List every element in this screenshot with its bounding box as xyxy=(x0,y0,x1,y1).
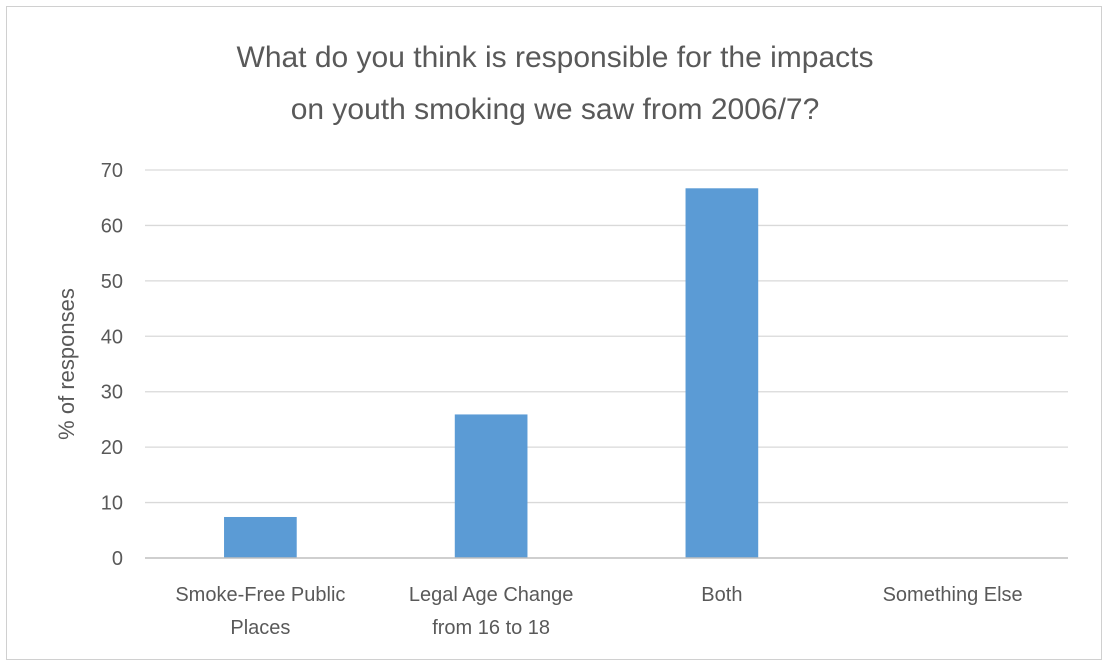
category-label: Both xyxy=(701,584,742,606)
y-tick-label: 0 xyxy=(112,548,123,570)
bar xyxy=(224,516,297,558)
category-label: Legal Age Change from 16 to 18 xyxy=(409,584,574,639)
chart-title-line-2: on youth smoking we saw from 2006/7? xyxy=(291,93,820,126)
category-labels: Smoke-Free Public Places Legal Age Change f… xyxy=(175,584,1022,639)
y-tick-label: 30 xyxy=(101,382,123,404)
category-label: Smoke-Free Public Places xyxy=(175,584,345,639)
category-label-line: Places xyxy=(230,617,290,639)
y-tick-label: 70 xyxy=(101,160,123,182)
chart-title: What do you think is responsible for the… xyxy=(237,41,874,126)
chart-frame xyxy=(6,6,1102,660)
bar xyxy=(685,188,759,558)
y-tick-label: 60 xyxy=(101,215,123,237)
category-label-line: Smoke-Free Public xyxy=(175,584,345,606)
category-label-line: Something Else xyxy=(883,584,1023,606)
category-label: Something Else xyxy=(883,584,1023,606)
category-label-line: from 16 to 18 xyxy=(432,617,550,639)
y-tick-label: 20 xyxy=(101,437,123,459)
y-tick-label: 50 xyxy=(101,271,123,293)
y-tick-label: 10 xyxy=(101,493,123,515)
category-label-line: Legal Age Change xyxy=(409,584,574,606)
y-axis-ticks: 0 10 20 30 40 50 60 70 xyxy=(101,160,123,570)
y-tick-label: 40 xyxy=(101,326,123,348)
gridlines xyxy=(145,169,1068,504)
bar xyxy=(454,414,528,558)
chart-title-line-1: What do you think is responsible for the… xyxy=(237,41,874,74)
bars xyxy=(224,188,759,558)
category-label-line: Both xyxy=(701,584,742,606)
y-axis-title: % of responses xyxy=(54,288,79,440)
